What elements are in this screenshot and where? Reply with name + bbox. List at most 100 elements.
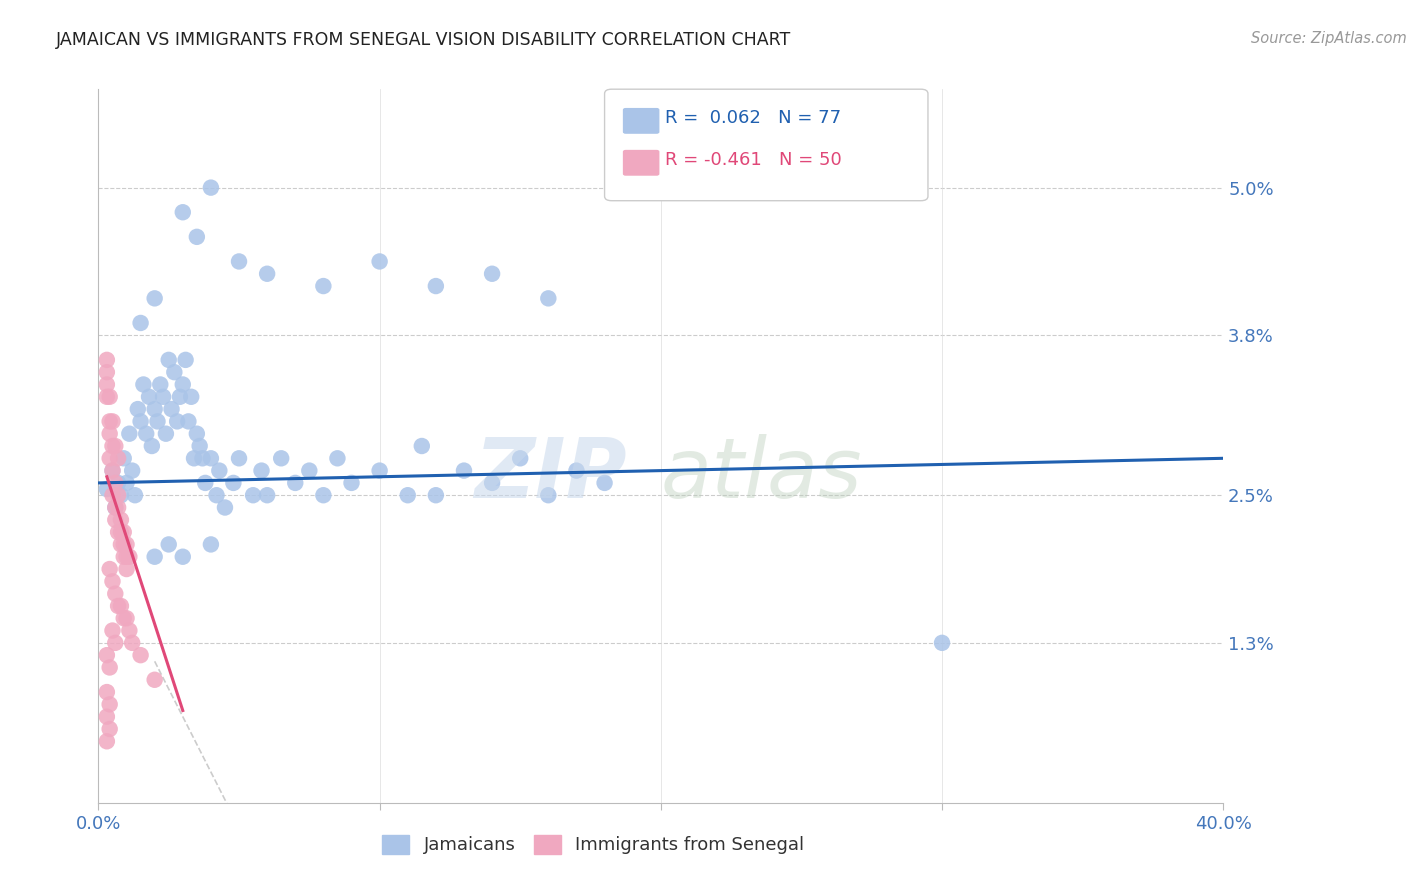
Point [98,562,121,576]
Point [565,464,588,478]
Point [180,390,202,404]
Point [143,402,166,417]
Point [188,439,211,453]
Point [135,426,157,441]
Point [411,439,433,453]
Point [222,475,245,490]
Point [115,475,138,490]
Point [101,439,124,453]
Point [112,525,135,540]
Point [205,488,228,502]
Point [250,464,273,478]
Point [124,488,146,502]
Point [537,291,560,305]
Point [186,426,208,441]
Point [118,426,141,441]
Text: ZIP: ZIP [474,434,627,515]
Point [152,390,174,404]
Point [174,352,197,367]
Point [110,525,132,540]
Point [141,439,163,453]
Point [256,488,278,502]
Point [112,451,135,466]
Point [129,414,152,428]
Point [101,624,124,638]
Point [172,377,194,392]
Point [143,291,166,305]
Point [368,254,391,268]
Point [112,611,135,625]
Point [98,722,121,736]
Point [115,537,138,551]
Point [104,475,127,490]
Point [96,377,118,392]
Point [115,549,138,564]
Point [169,390,191,404]
Point [129,316,152,330]
Point [298,464,321,478]
Point [200,537,222,551]
Point [425,279,447,293]
Point [110,599,132,613]
Point [146,414,169,428]
Point [396,488,419,502]
Point [115,611,138,625]
Point [163,365,186,379]
Text: Source: ZipAtlas.com: Source: ZipAtlas.com [1251,31,1406,46]
Point [96,685,118,699]
Legend: Jamaicans, Immigrants from Senegal: Jamaicans, Immigrants from Senegal [375,828,811,862]
Point [194,475,217,490]
Point [509,451,531,466]
Point [104,439,127,453]
Point [326,451,349,466]
Point [186,230,208,244]
Point [96,482,118,496]
Point [256,267,278,281]
Point [172,205,194,219]
Point [537,488,560,502]
Point [118,549,141,564]
Point [340,475,363,490]
Point [98,390,121,404]
Point [104,587,127,601]
Point [107,475,129,490]
Point [143,673,166,687]
Point [160,402,183,417]
Point [208,464,231,478]
Point [104,636,127,650]
Point [191,451,214,466]
Point [96,390,118,404]
Text: R = -0.461   N = 50: R = -0.461 N = 50 [665,151,842,169]
Point [110,537,132,551]
Point [96,709,118,723]
Point [104,500,127,515]
Point [96,648,118,662]
Point [98,660,121,674]
Point [228,254,250,268]
Point [104,513,127,527]
Point [101,464,124,478]
Point [166,414,188,428]
Point [312,488,335,502]
Point [200,451,222,466]
Point [107,500,129,515]
Point [107,451,129,466]
Point [200,180,222,194]
Point [138,390,160,404]
Point [481,475,503,490]
Point [101,488,124,502]
Text: R =  0.062   N = 77: R = 0.062 N = 77 [665,109,841,127]
Point [593,475,616,490]
Point [118,624,141,638]
Point [284,475,307,490]
Point [931,636,953,650]
Point [101,574,124,589]
Point [270,451,292,466]
Point [110,488,132,502]
Point [149,377,172,392]
Point [107,599,129,613]
Point [172,549,194,564]
Point [242,488,264,502]
Point [121,464,143,478]
Point [312,279,335,293]
